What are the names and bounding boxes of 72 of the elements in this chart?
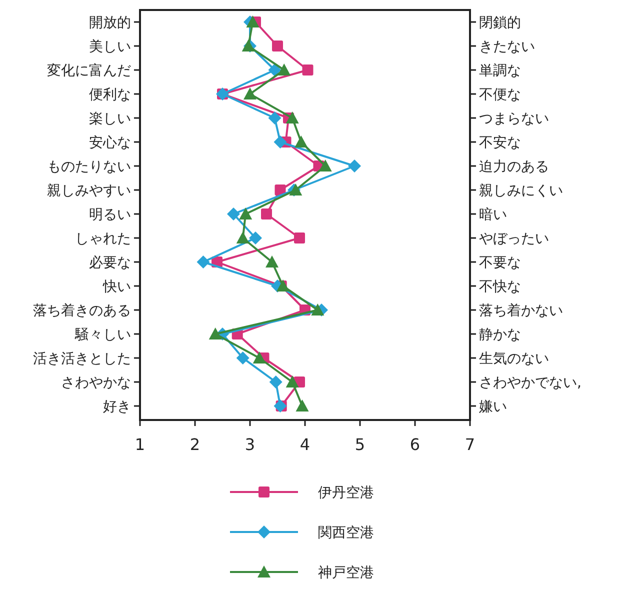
y-tick-label: さわやかな [61, 375, 131, 391]
point [276, 280, 290, 292]
point [278, 64, 291, 76]
y2-tick-label: 不快な [479, 279, 521, 295]
y2-tick-label: 落ち着かない [479, 303, 563, 319]
point [311, 304, 324, 316]
x-tick-label: 5 [354, 435, 366, 454]
y-tick-label: 変化に富んだ [47, 63, 131, 79]
y2-tick-label: 不安な [479, 135, 521, 151]
point [246, 16, 260, 28]
point [269, 376, 282, 388]
point [196, 256, 210, 268]
point [348, 160, 361, 172]
y2-tick-label: 迫力のある [479, 159, 549, 175]
point [236, 232, 250, 244]
point [294, 232, 305, 244]
point [268, 64, 282, 76]
y2-tick-label: 暗い [479, 207, 507, 223]
legend-label: 伊丹空港 [318, 485, 374, 501]
point [266, 256, 278, 268]
y2-tick-label: つまらない [479, 111, 549, 127]
y2-tick-label: 嫌い [479, 399, 507, 415]
y2-tick-label: 親しみにくい [479, 183, 563, 199]
y-tick-label: 親しみやすい [47, 183, 131, 199]
y2-tick-label: 単調な [479, 63, 521, 79]
y-tick-label: 活き活きとした [33, 351, 131, 367]
y2-tick-label: やぼったい [479, 231, 549, 247]
y-tick-label: 必要な [89, 255, 131, 271]
y-tick-label: 快い [102, 279, 131, 295]
y2-tick-label: 不便な [479, 87, 521, 103]
legend-label: 神戸空港 [318, 565, 374, 581]
point [268, 112, 282, 124]
point [249, 232, 262, 244]
y-tick-label: 騒々しい [74, 327, 131, 343]
point [236, 352, 250, 364]
x-tick-label: 4 [300, 435, 310, 454]
y-tick-label: ものたりない [47, 159, 131, 175]
point [294, 136, 308, 148]
y2-tick-label: 閉鎖的 [479, 15, 521, 31]
y2-tick-label: 不要な [479, 255, 521, 271]
y2-tick-label: さわやかでない, [479, 375, 582, 391]
y-tick-label: 明るい [89, 207, 131, 223]
x-tick-label: 7 [464, 435, 476, 454]
x-tick-label: 6 [410, 435, 420, 454]
point [252, 352, 266, 364]
y-tick-label: 便利な [89, 87, 131, 103]
y2-tick-label: 静かな [479, 327, 521, 343]
y-tick-label: 安心な [89, 135, 131, 151]
point [208, 328, 222, 340]
point [296, 400, 309, 412]
point [318, 160, 332, 172]
point [239, 208, 252, 220]
point [227, 208, 240, 220]
point [244, 88, 256, 100]
point [286, 112, 299, 124]
y-tick-label: しゃれた [75, 231, 131, 247]
y-tick-label: 落ち着きのある [33, 303, 131, 319]
y2-tick-label: 生気のない [479, 351, 549, 367]
point [261, 208, 272, 220]
point [302, 64, 314, 76]
x-tick-label: 1 [134, 435, 146, 454]
y-tick-label: 楽しい [89, 111, 131, 127]
y2-tick-label: きたない [479, 39, 535, 55]
point [274, 136, 287, 148]
y-tick-label: 美しい [89, 39, 131, 55]
point [286, 376, 299, 388]
legend-label: 関西空港 [318, 525, 374, 541]
x-tick-label: 3 [244, 435, 256, 454]
y-tick-label: 好き [103, 399, 131, 415]
y-tick-label: 開放的 [89, 15, 131, 31]
x-tick-label: 2 [190, 435, 200, 454]
point [272, 40, 283, 52]
